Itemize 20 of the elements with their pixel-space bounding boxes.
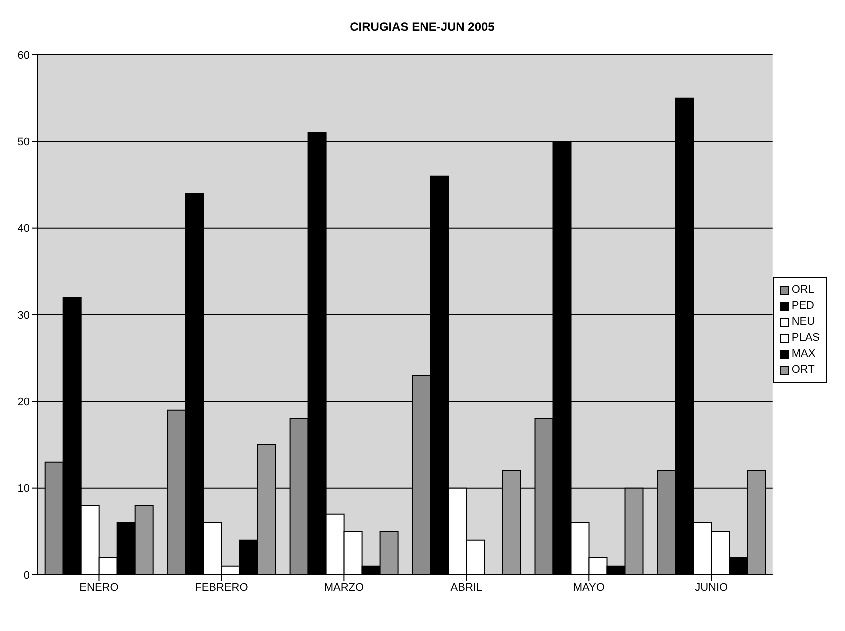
x-tick-label: MARZO [324, 582, 364, 594]
chart-title: CIRUGIAS ENE-JUN 2005 [349, 20, 496, 34]
x-tick-label: MAYO [573, 582, 606, 594]
x-tick-label: ENERO [80, 582, 120, 594]
y-tick-label: 60 [18, 50, 30, 62]
legend-label: ORL [792, 283, 814, 298]
y-tick-label: 40 [18, 223, 30, 236]
y-tick-label: 0 [24, 570, 30, 582]
y-tick-label: 30 [18, 310, 30, 322]
y-tick-label: 20 [18, 396, 30, 409]
y-tick-label: 50 [18, 136, 30, 149]
legend-label: MAX [792, 347, 816, 362]
legend-label: ORT [792, 363, 815, 378]
y-tick-label: 10 [18, 483, 30, 496]
x-tick-label: JUNIO [695, 582, 729, 594]
x-tick-label: ABRIL [450, 582, 483, 594]
legend-label: PLAS [792, 331, 820, 346]
legend-label: PED [792, 299, 814, 314]
x-tick-label: FEBRERO [195, 582, 249, 594]
legend-label: NEU [792, 315, 816, 330]
